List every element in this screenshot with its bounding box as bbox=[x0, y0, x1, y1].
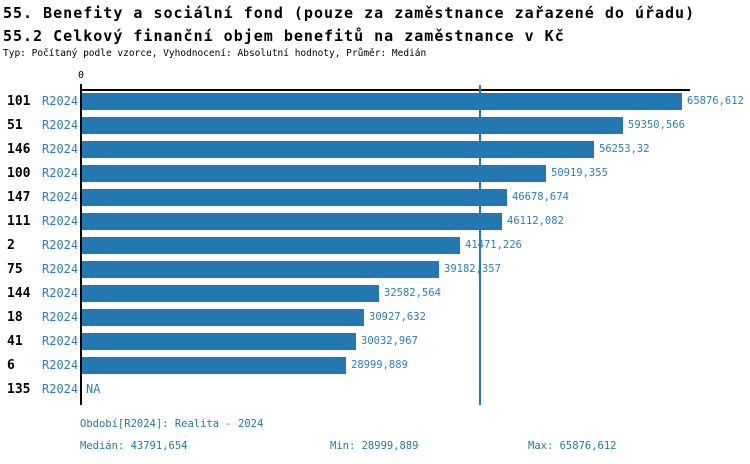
row-category-label: 2 bbox=[7, 238, 15, 253]
row-period-label: R2024 bbox=[42, 94, 79, 108]
axis-top-spine bbox=[81, 89, 690, 91]
value-na-label: NA bbox=[86, 382, 101, 396]
value-label: 39182,357 bbox=[444, 263, 501, 275]
row-period-label: R2024 bbox=[42, 358, 79, 372]
row-period-label: R2024 bbox=[42, 190, 79, 204]
report-title: 55. Benefity a sociální fond (pouze za z… bbox=[3, 4, 696, 22]
report-subtitle: 55.2 Celkový finanční objem benefitů na … bbox=[3, 27, 565, 45]
value-bar bbox=[82, 117, 623, 134]
value-label: 41471,226 bbox=[465, 239, 522, 251]
value-bar bbox=[82, 165, 546, 182]
footer-period-label: Období[R2024]: Realita - 2024 bbox=[80, 418, 264, 430]
value-bar bbox=[82, 213, 502, 230]
row-category-label: 144 bbox=[7, 286, 31, 301]
median-marker-line bbox=[479, 85, 481, 405]
row-category-label: 100 bbox=[7, 166, 31, 181]
value-label: 59350,566 bbox=[628, 119, 685, 131]
footer-min-label: Min: 28999,889 bbox=[330, 440, 419, 452]
row-category-label: 135 bbox=[7, 382, 31, 397]
row-category-label: 147 bbox=[7, 190, 31, 205]
row-category-label: 146 bbox=[7, 142, 31, 157]
row-category-label: 41 bbox=[7, 334, 23, 349]
row-category-label: 111 bbox=[7, 214, 31, 229]
row-category-label: 18 bbox=[7, 310, 23, 325]
value-bar bbox=[82, 261, 439, 278]
value-label: 65876,612 bbox=[687, 95, 744, 107]
row-period-label: R2024 bbox=[42, 238, 79, 252]
value-bar bbox=[82, 309, 364, 326]
value-label: 46112,082 bbox=[507, 215, 564, 227]
value-label: 28999,889 bbox=[351, 359, 408, 371]
row-period-label: R2024 bbox=[42, 262, 79, 276]
value-bar bbox=[82, 237, 460, 254]
report-meta-line: Typ: Počítaný podle vzorce, Vyhodnocení:… bbox=[3, 48, 427, 59]
value-bar bbox=[82, 285, 379, 302]
value-bar bbox=[82, 357, 346, 374]
row-period-label: R2024 bbox=[42, 286, 79, 300]
row-period-label: R2024 bbox=[42, 142, 79, 156]
value-bar bbox=[82, 333, 356, 350]
value-label: 30927,632 bbox=[369, 311, 426, 323]
row-period-label: R2024 bbox=[42, 118, 79, 132]
value-label: 56253,32 bbox=[599, 143, 650, 155]
row-period-label: R2024 bbox=[42, 166, 79, 180]
row-category-label: 101 bbox=[7, 94, 31, 109]
row-category-label: 51 bbox=[7, 118, 23, 133]
row-category-label: 75 bbox=[7, 262, 23, 277]
axis-y-line bbox=[80, 89, 82, 405]
value-bar bbox=[82, 141, 594, 158]
value-label: 30032,967 bbox=[361, 335, 418, 347]
value-label: 50919,355 bbox=[551, 167, 608, 179]
axis-zero-tick bbox=[80, 84, 82, 91]
row-category-label: 6 bbox=[7, 358, 15, 373]
footer-median-label: Medián: 43791,654 bbox=[80, 440, 188, 452]
footer-max-label: Max: 65876,612 bbox=[528, 440, 617, 452]
value-bar bbox=[82, 189, 507, 206]
row-period-label: R2024 bbox=[42, 334, 79, 348]
benefits-bar-chart: 0 101 R2024 65876,612 51 R2024 59350,566 146 R2… bbox=[7, 70, 744, 405]
value-bar bbox=[82, 93, 682, 110]
value-label: 32582,564 bbox=[384, 287, 441, 299]
value-label: 46678,674 bbox=[512, 191, 569, 203]
row-period-label: R2024 bbox=[42, 382, 79, 396]
axis-zero-tick-label: 0 bbox=[78, 70, 85, 81]
row-period-label: R2024 bbox=[42, 310, 79, 324]
row-period-label: R2024 bbox=[42, 214, 79, 228]
